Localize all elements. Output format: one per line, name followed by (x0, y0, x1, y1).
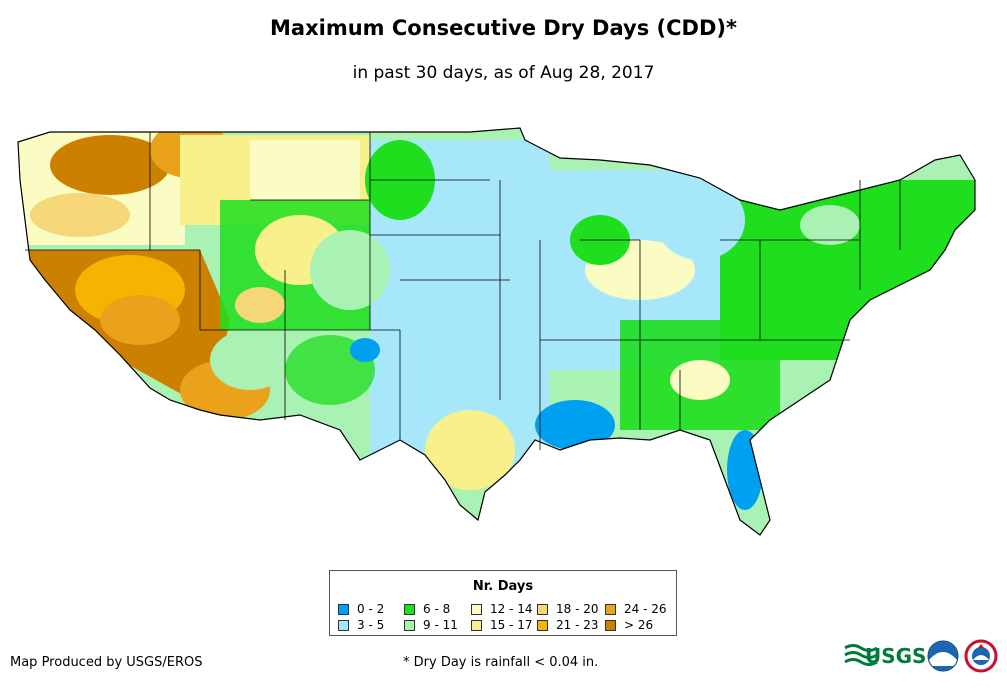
legend-item: 9 - 11 (404, 618, 458, 632)
agency-logos: USGS (843, 638, 1003, 674)
state-borders (25, 132, 901, 450)
region-ut-dry (235, 287, 285, 323)
legend-label: 6 - 8 (423, 602, 451, 616)
us-map (0, 120, 1007, 550)
region-tx-west (370, 370, 450, 430)
legend-title: Nr. Days (472, 579, 534, 594)
map-footnote: * Dry Day is rainfall < 0.04 in. (403, 655, 599, 670)
legend-item: 24 - 26 (605, 602, 667, 616)
us-map-svg (17, 127, 976, 536)
region-nm-vwet (350, 338, 380, 362)
legend-item: 12 - 14 (471, 602, 533, 616)
legend-swatch (404, 603, 415, 615)
region-or-dry (30, 193, 130, 237)
legend-item: 18 - 20 (537, 602, 599, 616)
legend-label: 21 - 23 (556, 618, 599, 632)
region-ne-green (720, 180, 975, 360)
legend-label: 12 - 14 (490, 602, 533, 616)
legend-label: 24 - 26 (624, 602, 667, 616)
region-wa-vdry (50, 135, 170, 195)
legend-item: 15 - 17 (471, 618, 533, 632)
region-la-vwet (535, 400, 615, 450)
legend-item: 0 - 2 (338, 602, 384, 616)
legend-swatch (471, 619, 482, 631)
legend-swatch (605, 619, 616, 631)
legend-label: 18 - 20 (556, 602, 599, 616)
legend-item: > 26 (605, 618, 653, 632)
usgs-logo-text: USGS (865, 644, 926, 668)
map-credit: Map Produced by USGS/EROS (10, 655, 203, 670)
region-mt-light (250, 140, 360, 200)
legend-swatch (537, 603, 548, 615)
legend-item: 21 - 23 (537, 618, 599, 632)
region-ks-mint (310, 230, 390, 310)
map-subtitle: in past 30 days, as of Aug 28, 2017 (352, 63, 655, 83)
legend-label: 9 - 11 (423, 618, 458, 632)
cdd-regions (18, 128, 975, 535)
legend-swatch (471, 603, 482, 615)
us-outline (17, 127, 976, 536)
legend: Nr. Days 0 - 2 3 - 5 6 - 8 9 - 11 12 - 1… (329, 570, 677, 636)
region-ny-mint (800, 205, 860, 245)
region-tx-south (425, 410, 515, 490)
logos-svg: USGS (844, 639, 998, 673)
noaa-logo (927, 640, 959, 672)
region-mi-blue (655, 180, 745, 260)
legend-label: > 26 (624, 618, 654, 632)
legend-swatch (605, 603, 616, 615)
legend-swatch (338, 619, 349, 631)
legend-item: 6 - 8 (404, 602, 450, 616)
legend-swatch (404, 619, 415, 631)
region-ga-light (670, 360, 730, 400)
map-title: Maximum Consecutive Dry Days (CDD)* (270, 16, 737, 40)
usgs-logo: USGS (844, 644, 926, 668)
legend-swatch (537, 619, 548, 631)
legend-label: 15 - 17 (490, 618, 533, 632)
region-nv-mid (100, 295, 180, 345)
region-az-moist (210, 330, 290, 390)
nws-logo (964, 639, 998, 673)
legend-label: 0 - 2 (357, 602, 385, 616)
legend-item: 3 - 5 (338, 618, 384, 632)
legend-swatch (338, 603, 349, 615)
legend-label: 3 - 5 (357, 618, 385, 632)
